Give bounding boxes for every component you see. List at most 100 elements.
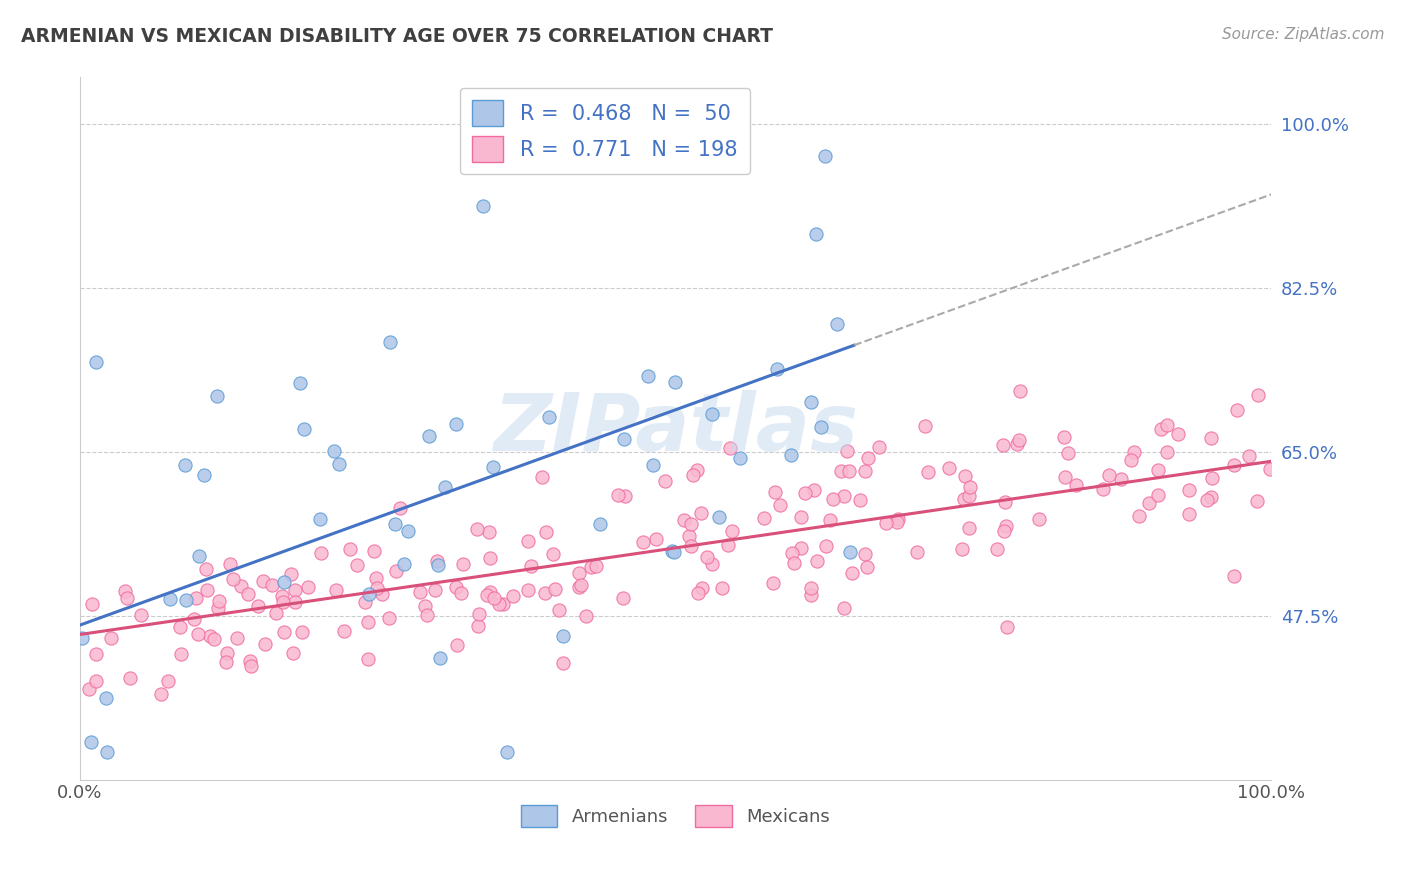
Point — [416, 607, 439, 622]
Point — [830, 463, 852, 477]
Point — [357, 652, 380, 666]
Point — [589, 517, 612, 532]
Point — [328, 457, 350, 471]
Point — [803, 483, 825, 498]
Point — [353, 595, 375, 609]
Point — [418, 429, 440, 443]
Point — [585, 558, 607, 573]
Point — [479, 584, 502, 599]
Point — [804, 227, 827, 241]
Point — [1156, 417, 1178, 432]
Point — [359, 587, 381, 601]
Point — [415, 599, 437, 613]
Point — [957, 521, 980, 535]
Point — [1246, 387, 1268, 401]
Point — [886, 516, 908, 530]
Point — [193, 467, 215, 482]
Point — [478, 525, 501, 540]
Point — [453, 557, 475, 571]
Point — [541, 547, 564, 561]
Point — [239, 659, 262, 673]
Text: ARMENIAN VS MEXICAN DISABILITY AGE OVER 75 CORRELATION CHART: ARMENIAN VS MEXICAN DISABILITY AGE OVER … — [21, 27, 773, 45]
Point — [482, 591, 505, 605]
Point — [800, 588, 823, 602]
Point — [1237, 449, 1260, 463]
Point — [297, 580, 319, 594]
Point — [707, 510, 730, 524]
Point — [384, 564, 406, 578]
Point — [502, 589, 524, 603]
Point — [1199, 431, 1222, 445]
Point — [79, 681, 101, 696]
Point — [238, 587, 260, 601]
Point — [762, 575, 785, 590]
Point — [114, 584, 136, 599]
Point — [818, 513, 841, 527]
Point — [271, 595, 294, 609]
Point — [1223, 569, 1246, 583]
Point — [574, 608, 596, 623]
Point — [553, 629, 575, 643]
Point — [1098, 467, 1121, 482]
Point — [957, 489, 980, 503]
Point — [810, 420, 832, 434]
Point — [444, 417, 467, 431]
Point — [264, 607, 287, 621]
Point — [149, 687, 172, 701]
Point — [950, 542, 973, 557]
Point — [678, 529, 700, 543]
Point — [183, 612, 205, 626]
Point — [789, 541, 811, 556]
Point — [409, 584, 432, 599]
Point — [477, 588, 499, 602]
Point — [994, 495, 1017, 509]
Point — [215, 656, 238, 670]
Point — [1177, 507, 1199, 521]
Point — [1123, 445, 1146, 459]
Point — [832, 600, 855, 615]
Point — [427, 558, 450, 572]
Point — [662, 545, 685, 559]
Point — [1121, 453, 1143, 467]
Point — [281, 647, 304, 661]
Point — [841, 566, 863, 580]
Point — [763, 485, 786, 500]
Point — [496, 745, 519, 759]
Point — [654, 474, 676, 488]
Point — [1156, 445, 1178, 459]
Point — [433, 480, 456, 494]
Point — [991, 438, 1014, 452]
Text: ZIPatlas: ZIPatlas — [494, 390, 858, 467]
Point — [288, 376, 311, 390]
Point — [273, 575, 295, 590]
Point — [170, 648, 193, 662]
Point — [173, 458, 195, 473]
Point — [800, 581, 823, 595]
Point — [478, 551, 501, 566]
Point — [645, 532, 668, 546]
Point — [1201, 471, 1223, 485]
Point — [794, 485, 817, 500]
Point — [682, 468, 704, 483]
Point — [780, 448, 803, 462]
Point — [86, 647, 108, 661]
Point — [325, 583, 347, 598]
Point — [814, 149, 837, 163]
Point — [429, 650, 451, 665]
Point — [641, 458, 664, 472]
Point — [721, 524, 744, 538]
Point — [467, 618, 489, 632]
Point — [613, 432, 636, 446]
Point — [129, 608, 152, 623]
Point — [465, 523, 488, 537]
Point — [1066, 478, 1088, 492]
Point — [188, 549, 211, 563]
Point — [389, 500, 412, 515]
Point — [780, 546, 803, 560]
Point — [219, 557, 242, 571]
Point — [1010, 384, 1032, 398]
Point — [886, 512, 908, 526]
Point — [446, 638, 468, 652]
Point — [1226, 403, 1249, 417]
Point — [1178, 483, 1201, 498]
